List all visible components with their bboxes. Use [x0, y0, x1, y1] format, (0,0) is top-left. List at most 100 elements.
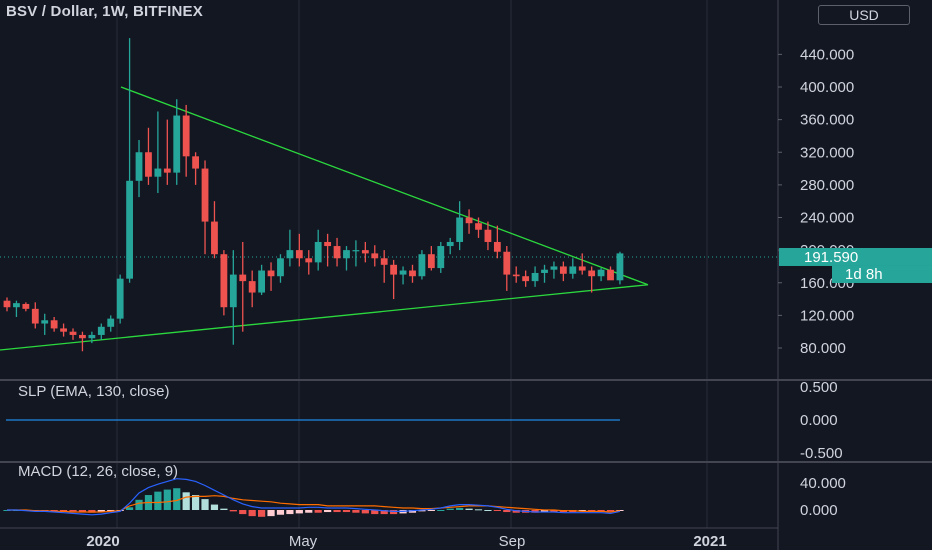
candle-body: [314, 241, 322, 263]
macd-histogram-bar: [154, 491, 162, 510]
macd-histogram-bar: [276, 510, 285, 515]
candle-body: [239, 274, 247, 282]
candle-body: [607, 269, 614, 281]
last-price-value: 191.590: [804, 249, 858, 266]
macd-histogram-bar: [97, 510, 105, 513]
macd-histogram-bar: [229, 510, 237, 512]
candle-body: [343, 250, 350, 259]
candle-body: [380, 258, 388, 265]
candle-body: [229, 274, 237, 308]
macd-histogram-bar: [380, 510, 388, 515]
macd-histogram-bar: [125, 507, 134, 510]
macd-histogram-bar: [456, 507, 464, 510]
macd-histogram-bar: [182, 492, 190, 510]
candle-body: [569, 266, 577, 274]
macd-histogram-bar: [531, 510, 539, 513]
candle-body: [3, 300, 11, 308]
macd-histogram-bar: [305, 510, 313, 513]
candle-body: [493, 241, 501, 252]
macd-histogram-bar: [135, 499, 143, 510]
candle-body: [79, 334, 86, 339]
macd-histogram-bar: [210, 504, 219, 510]
macd-histogram-bar: [352, 510, 360, 513]
candle-body: [588, 270, 596, 277]
candle-body: [258, 270, 266, 293]
macd-indicator-label[interactable]: MACD (12, 26, close, 9): [18, 463, 179, 480]
macd-histogram-bar: [267, 510, 275, 517]
macd-histogram-bar: [239, 510, 247, 515]
macd-histogram-bar: [286, 510, 294, 515]
macd-histogram-bar: [342, 510, 351, 513]
candle-body: [465, 217, 473, 224]
candle-body: [427, 254, 435, 269]
candle-body: [305, 258, 313, 263]
macd-histogram-bar: [324, 510, 332, 513]
candle-body: [31, 308, 39, 324]
macd-histogram-bar: [201, 499, 209, 510]
candle-body: [437, 246, 445, 269]
macd-histogram-bar: [192, 495, 200, 510]
candle-body: [201, 168, 209, 222]
macd-histogram-bar: [493, 510, 501, 511]
macd-histogram-bar: [606, 510, 615, 512]
candle-body: [211, 221, 218, 255]
candle-body: [220, 254, 228, 308]
time-axis-label: May: [289, 533, 318, 550]
candle-body: [512, 274, 520, 277]
candle-body: [88, 334, 96, 339]
candle-body: [418, 254, 426, 277]
candle-body: [192, 156, 199, 169]
macd-histogram-bar: [220, 508, 228, 510]
candle-body: [267, 270, 275, 277]
time-axis-label: 2021: [693, 533, 726, 550]
price-tick-label: 320.000: [800, 144, 854, 161]
price-tick-label: 120.000: [800, 307, 854, 324]
macd-histogram-bar: [258, 510, 266, 517]
macd-histogram-bar: [69, 510, 77, 512]
candle-body: [550, 266, 558, 270]
candle-body: [41, 320, 49, 324]
candle-body: [324, 241, 332, 247]
macd-histogram-bar: [474, 509, 483, 511]
macd-histogram-bar: [484, 510, 492, 511]
slp-tick-label: 0.000: [800, 412, 838, 429]
macd-histogram-bar: [465, 508, 473, 510]
macd-histogram-bar: [418, 510, 426, 512]
candle-body: [616, 253, 624, 281]
candle-body: [371, 253, 379, 259]
candle-body: [50, 320, 58, 329]
slp-indicator-label[interactable]: SLP (EMA, 130, close): [18, 383, 170, 400]
candle-body: [97, 326, 105, 335]
candle-body: [295, 250, 303, 259]
time-axis-label: 2020: [86, 533, 119, 550]
candle-body: [409, 270, 416, 277]
macd-histogram-bar: [616, 510, 624, 511]
candle-body: [60, 328, 67, 332]
chart-title: BSV / Dollar, 1W, BITFINEX: [6, 3, 203, 20]
candle-body: [107, 318, 115, 327]
macd-histogram-bar: [437, 510, 445, 511]
candle-body: [286, 250, 294, 259]
countdown-badge: [832, 265, 932, 283]
candle-body: [126, 180, 133, 279]
macd-line: [7, 478, 621, 516]
macd-histogram-bar: [333, 510, 341, 513]
candle-body: [531, 272, 539, 282]
candle-body: [578, 266, 586, 271]
candle-body: [484, 229, 492, 242]
price-tick-label: 280.000: [800, 177, 854, 194]
macd-histogram-bar: [59, 510, 68, 512]
candle-body: [456, 217, 464, 242]
macd-histogram-bar: [314, 510, 322, 513]
currency-button[interactable]: USD: [818, 5, 910, 25]
macd-histogram-bar: [446, 508, 454, 510]
candle-body: [13, 303, 20, 308]
candle-body: [597, 269, 605, 277]
macd-histogram-bar: [88, 510, 96, 513]
macd-histogram-bar: [540, 510, 549, 513]
trendline-upper: [120, 86, 649, 286]
candle-body: [135, 152, 143, 181]
candle-body: [69, 331, 77, 335]
macd-histogram-bar: [550, 510, 558, 513]
